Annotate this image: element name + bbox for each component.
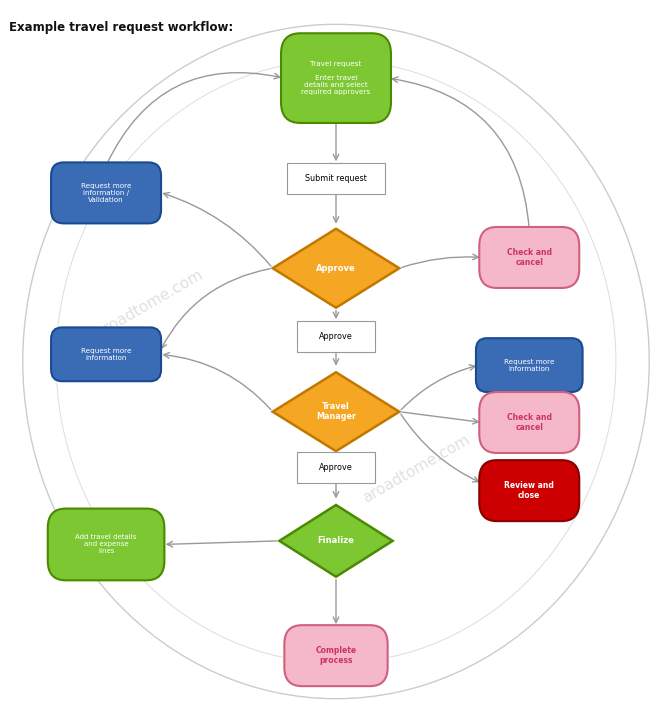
FancyBboxPatch shape: [288, 163, 384, 194]
FancyBboxPatch shape: [48, 508, 165, 581]
Polygon shape: [273, 372, 399, 451]
Text: aroadtome.com: aroadtome.com: [93, 268, 206, 341]
Polygon shape: [273, 228, 399, 308]
Text: Travel request

Enter travel
details and select
required approvers: Travel request Enter travel details and …: [301, 61, 371, 95]
Text: Request more
information: Request more information: [81, 348, 131, 361]
Text: Submit request: Submit request: [305, 174, 367, 183]
FancyBboxPatch shape: [51, 163, 161, 223]
FancyBboxPatch shape: [479, 392, 579, 453]
FancyBboxPatch shape: [51, 328, 161, 381]
Text: Check and
cancel: Check and cancel: [507, 413, 552, 432]
Polygon shape: [280, 505, 392, 577]
Text: Approve: Approve: [319, 332, 353, 341]
Text: Finalize: Finalize: [318, 536, 354, 545]
FancyBboxPatch shape: [476, 338, 583, 392]
Text: Review and
close: Review and close: [504, 481, 554, 500]
Text: Approve: Approve: [316, 264, 356, 273]
Text: aroadtome.com: aroadtome.com: [360, 432, 472, 506]
FancyBboxPatch shape: [297, 452, 375, 484]
Text: Travel
Manager: Travel Manager: [316, 402, 356, 422]
FancyBboxPatch shape: [281, 33, 391, 123]
FancyBboxPatch shape: [479, 460, 579, 521]
FancyBboxPatch shape: [479, 227, 579, 288]
Text: Approve: Approve: [319, 463, 353, 472]
Text: Complete
process: Complete process: [315, 646, 357, 665]
FancyBboxPatch shape: [284, 625, 388, 686]
Text: Check and
cancel: Check and cancel: [507, 248, 552, 268]
Text: Example travel request workflow:: Example travel request workflow:: [9, 21, 234, 34]
Text: Request more
information: Request more information: [504, 359, 554, 372]
Text: Request more
information /
Validation: Request more information / Validation: [81, 183, 131, 203]
Text: Add travel details
and expense
lines: Add travel details and expense lines: [75, 534, 137, 555]
FancyBboxPatch shape: [297, 320, 375, 352]
